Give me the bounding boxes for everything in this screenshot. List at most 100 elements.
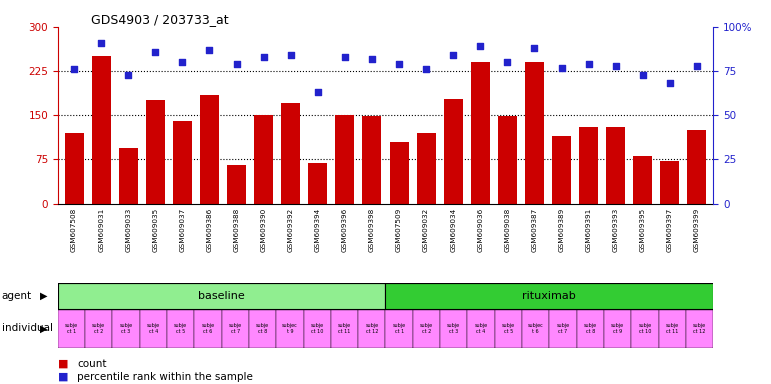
Text: subje
ct 6: subje ct 6 (201, 323, 214, 334)
Text: GSM609033: GSM609033 (125, 207, 131, 252)
Bar (412, 309, 440, 348)
Text: percentile rank within the sample: percentile rank within the sample (77, 372, 253, 382)
Text: subjec
t 9: subjec t 9 (282, 323, 298, 334)
Point (691, 63, 703, 69)
Text: subje
ct 12: subje ct 12 (365, 323, 379, 334)
Bar (444, 99, 463, 204)
Text: subje
ct 7: subje ct 7 (229, 323, 242, 334)
Bar (173, 121, 192, 204)
Bar (113, 309, 140, 348)
Text: GSM609388: GSM609388 (234, 207, 240, 252)
Text: subje
ct 3: subje ct 3 (120, 323, 133, 334)
Text: subje
ct 4: subje ct 4 (474, 323, 487, 334)
Bar (362, 116, 382, 204)
Bar (119, 147, 138, 204)
Bar (140, 309, 167, 348)
Bar (386, 283, 713, 309)
Point (68, 66, 80, 72)
Bar (416, 133, 436, 204)
Bar (525, 62, 544, 204)
Text: GDS4903 / 203733_at: GDS4903 / 203733_at (91, 13, 228, 26)
Text: subje
ct 10: subje ct 10 (311, 323, 324, 334)
Text: subje
ct 9: subje ct 9 (611, 323, 625, 334)
Point (365, 56, 378, 62)
Bar (335, 115, 355, 204)
Bar (200, 94, 219, 204)
Point (311, 89, 324, 95)
Bar (359, 309, 386, 348)
Text: subje
ct 4: subje ct 4 (146, 323, 160, 334)
Bar (661, 161, 679, 204)
Bar (498, 116, 517, 204)
Bar (227, 165, 246, 204)
Text: rituximab: rituximab (523, 291, 576, 301)
Text: GSM609399: GSM609399 (694, 207, 700, 252)
Text: baseline: baseline (198, 291, 245, 301)
Text: GSM609395: GSM609395 (640, 207, 646, 252)
Point (204, 47, 216, 53)
Bar (467, 309, 495, 348)
Text: ▶: ▶ (40, 323, 48, 333)
Bar (167, 309, 194, 348)
Bar (276, 309, 304, 348)
Text: GSM609038: GSM609038 (504, 207, 510, 252)
Bar (389, 142, 409, 204)
Point (447, 52, 460, 58)
Text: GSM609031: GSM609031 (98, 207, 104, 252)
Bar (552, 136, 571, 204)
Bar (471, 62, 490, 204)
Bar (146, 101, 165, 204)
Bar (604, 309, 631, 348)
Bar (440, 309, 467, 348)
Text: GSM609386: GSM609386 (207, 207, 213, 252)
Text: subje
ct 8: subje ct 8 (256, 323, 269, 334)
Point (474, 43, 487, 50)
Text: subje
ct 5: subje ct 5 (174, 323, 187, 334)
Point (610, 63, 622, 69)
Text: count: count (77, 359, 106, 369)
Text: GSM609394: GSM609394 (315, 207, 321, 252)
Point (528, 45, 540, 51)
Text: subje
ct 5: subje ct 5 (502, 323, 515, 334)
Text: subjec
t 6: subjec t 6 (528, 323, 544, 334)
Point (582, 61, 594, 67)
Bar (631, 309, 658, 348)
Bar (58, 309, 85, 348)
Point (637, 71, 649, 78)
Bar (658, 309, 686, 348)
Bar (92, 56, 110, 204)
Bar (579, 127, 598, 204)
Text: GSM609037: GSM609037 (180, 207, 185, 252)
Text: agent: agent (2, 291, 32, 301)
Bar (522, 309, 549, 348)
Text: GSM609390: GSM609390 (261, 207, 267, 252)
Bar (249, 309, 276, 348)
Bar (688, 130, 706, 204)
Text: subje
ct 2: subje ct 2 (93, 323, 106, 334)
Point (231, 61, 243, 67)
Text: GSM609393: GSM609393 (613, 207, 618, 252)
Point (664, 80, 676, 86)
Text: subje
ct 10: subje ct 10 (638, 323, 651, 334)
Bar (495, 309, 522, 348)
Text: GSM607509: GSM607509 (396, 207, 402, 252)
Point (284, 52, 297, 58)
Text: subje
ct 2: subje ct 2 (420, 323, 433, 334)
Text: subje
ct 11: subje ct 11 (338, 323, 351, 334)
Point (420, 66, 433, 72)
Point (149, 48, 161, 55)
Text: GSM609398: GSM609398 (369, 207, 375, 252)
Point (177, 59, 189, 65)
Text: ■: ■ (58, 372, 69, 382)
Text: GSM609036: GSM609036 (477, 207, 483, 252)
Bar (577, 309, 604, 348)
Text: subje
ct 12: subje ct 12 (693, 323, 706, 334)
Bar (254, 115, 273, 204)
Point (501, 59, 513, 65)
Bar (85, 309, 113, 348)
Bar (65, 133, 83, 204)
Point (555, 65, 567, 71)
Text: GSM609032: GSM609032 (423, 207, 429, 252)
Text: subje
ct 8: subje ct 8 (584, 323, 597, 334)
Text: GSM609397: GSM609397 (667, 207, 673, 252)
